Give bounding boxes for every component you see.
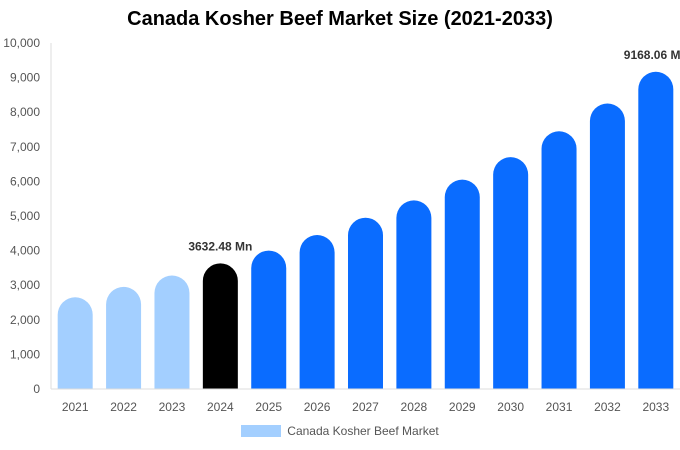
x-tick-label: 2031 (546, 400, 573, 414)
y-tick-label: 9,000 (10, 71, 40, 85)
x-tick-label: 2027 (352, 400, 379, 414)
bar-2033 (638, 71, 674, 389)
data-label-2024: 3632.48 Mn (188, 239, 252, 253)
bar-2024 (202, 263, 238, 389)
bar-2026 (299, 235, 335, 389)
bar-2030 (493, 157, 529, 389)
y-tick-label: 0 (33, 382, 40, 396)
x-tick-label: 2032 (594, 400, 621, 414)
legend-swatch (241, 425, 282, 437)
y-tick-label: 1,000 (10, 347, 40, 361)
bar-2023 (154, 275, 190, 389)
data-label-2033: 9168.06 Mn (624, 48, 680, 62)
legend-label: Canada Kosher Beef Market (287, 424, 439, 438)
y-axis: 0 1,000 2,000 3,000 4,000 5,000 6,000 7,000 8,00… (3, 36, 52, 396)
x-tick-label: 2030 (497, 400, 524, 414)
bars-group (57, 71, 674, 390)
bar-2025 (251, 250, 287, 389)
bar-2028 (396, 200, 432, 389)
x-tick-label: 2033 (642, 400, 669, 414)
x-tick-label: 2022 (110, 400, 137, 414)
x-tick-label: 2021 (62, 400, 89, 414)
y-tick-label: 10,000 (3, 36, 40, 50)
bar-2027 (348, 217, 383, 389)
bar-2031 (541, 131, 577, 389)
data-labels: 3632.48 Mn 9168.06 Mn (188, 48, 680, 254)
y-tick-label: 7,000 (10, 140, 40, 154)
x-tick-label: 2023 (159, 400, 186, 414)
y-tick-label: 2,000 (10, 313, 40, 327)
y-tick-label: 4,000 (10, 244, 40, 258)
bar-2029 (444, 179, 480, 389)
y-tick-label: 3,000 (10, 278, 40, 292)
bar-2021 (57, 297, 93, 389)
x-tick-label: 2028 (401, 400, 428, 414)
bar-2022 (106, 286, 142, 389)
x-tick-label: 2025 (255, 400, 282, 414)
y-tick-label: 6,000 (10, 174, 40, 188)
x-tick-label: 2026 (304, 400, 331, 414)
x-tick-label: 2024 (207, 400, 234, 414)
bar-2032 (589, 103, 625, 390)
legend: Canada Kosher Beef Market (0, 424, 680, 438)
y-tick-label: 8,000 (10, 105, 40, 119)
y-tick-label: 5,000 (10, 209, 40, 223)
x-axis: 2021 2022 2023 2024 2025 2026 2027 2028 2029 2030… (51, 388, 680, 414)
chart-title: Canada Kosher Beef Market Size (2021-203… (127, 8, 553, 30)
x-tick-label: 2029 (449, 400, 476, 414)
